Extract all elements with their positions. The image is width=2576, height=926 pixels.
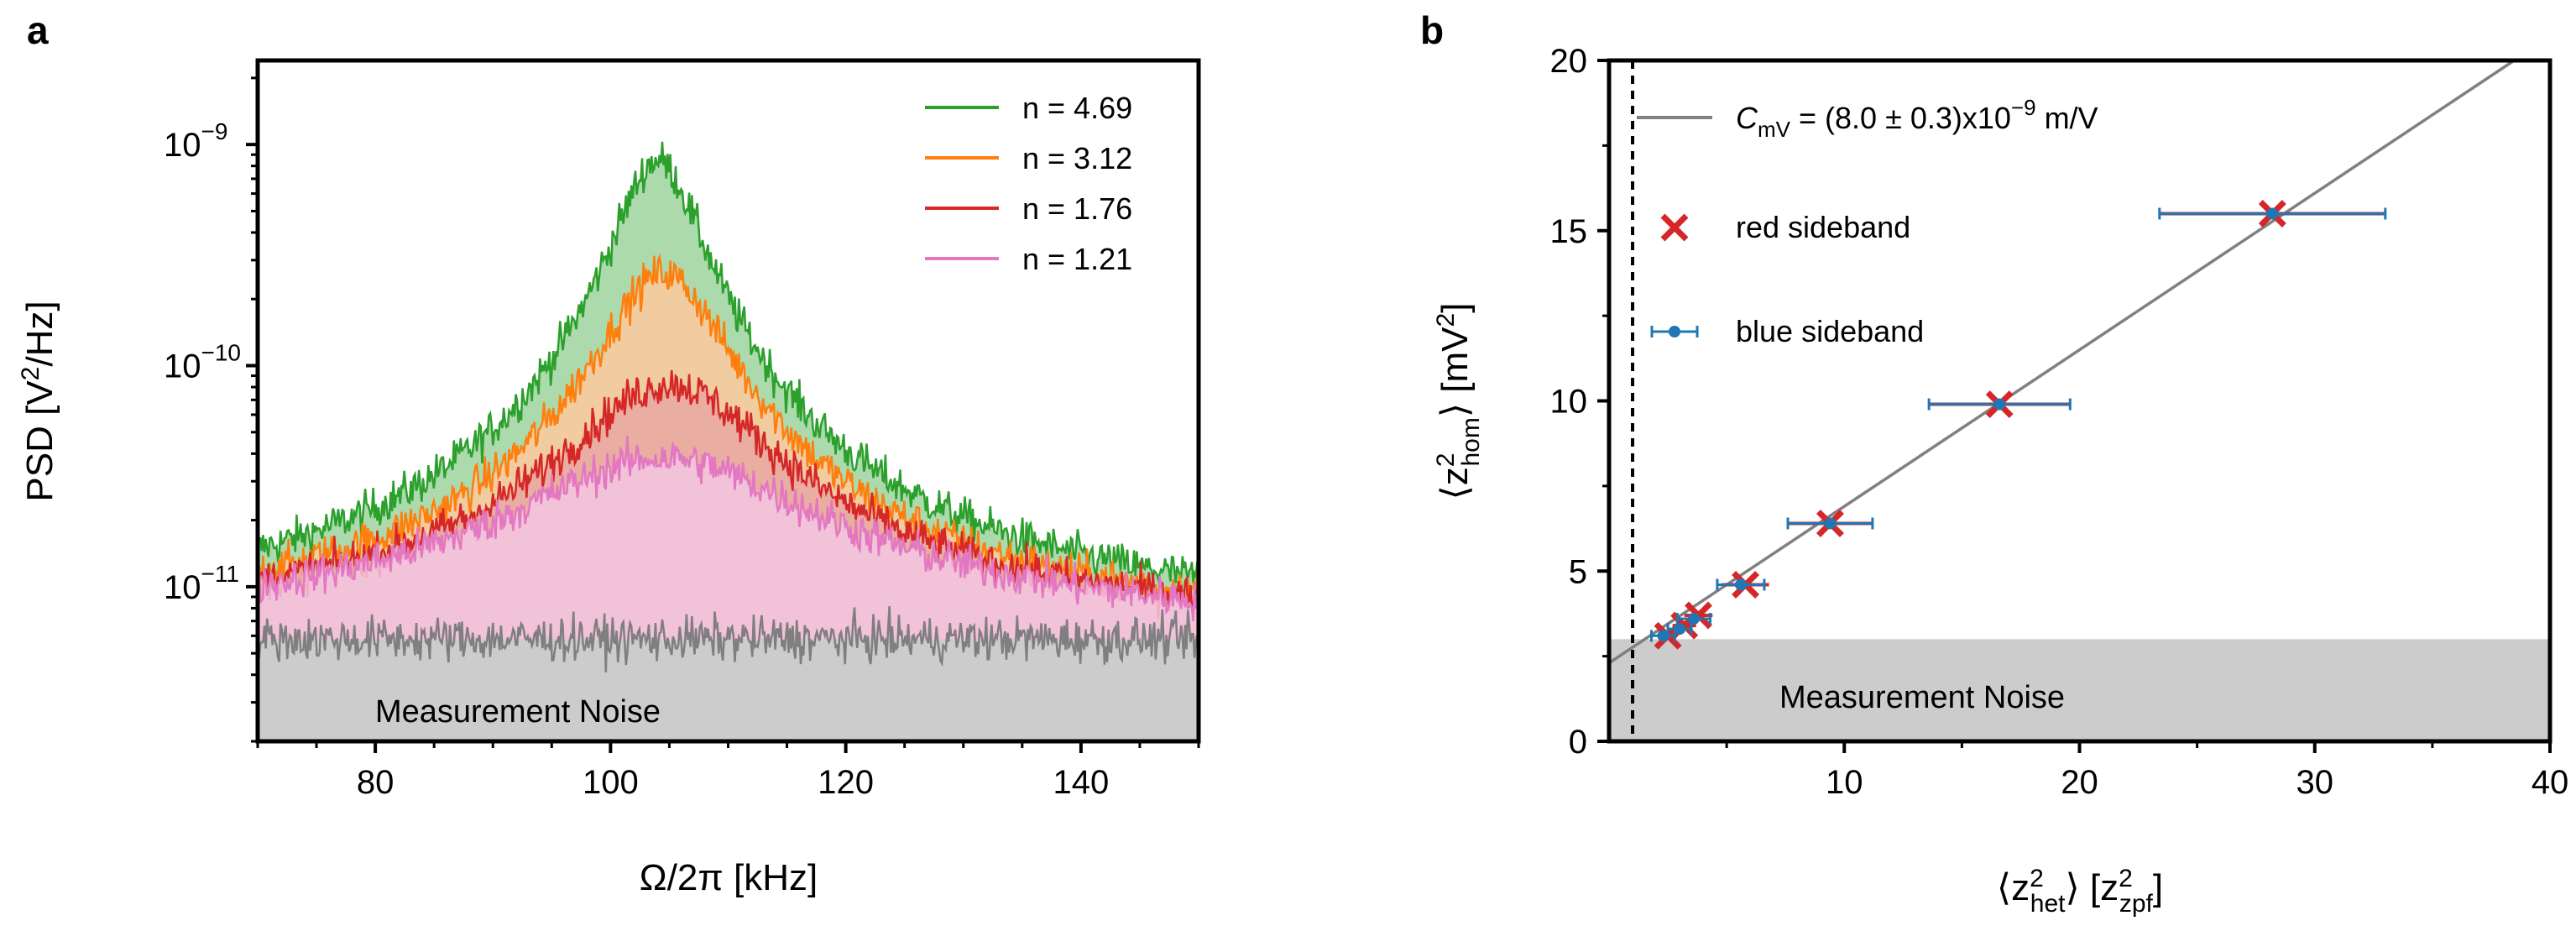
- legend-blue-sideband-label: blue sideband: [1736, 314, 1924, 348]
- panel-a-noise-label: Measurement Noise: [375, 694, 661, 730]
- x-tick-label: 100: [583, 764, 639, 801]
- psd-line-469: [256, 141, 1200, 584]
- y-tick-label: 10: [1550, 384, 1588, 421]
- panel-b-noise-label: Measurement Noise: [1779, 680, 2065, 715]
- panel-b-legend: CmV = (8.0 ± 0.3)x10−9 m/V red sideband …: [1637, 95, 2098, 348]
- panel-b-x-axis-label: ⟨z2 het⟩ [z2 zpf]: [1997, 865, 2163, 918]
- panel-a-y-axis-label: PSD [V2/Hz]: [17, 301, 60, 501]
- panel-b-label: b: [1420, 8, 1444, 52]
- blue-sideband-point: [2266, 207, 2279, 220]
- panel-a-x-ticks: 80 100 120 140: [256, 741, 1200, 801]
- y-tick-label: 0: [1569, 724, 1587, 761]
- y-tick-label: 10−9: [164, 118, 227, 164]
- noise-floor-trace: [256, 605, 1199, 672]
- legend-fit-label: CmV = (8.0 ± 0.3)x10−9 m/V: [1736, 95, 2098, 142]
- blue-sideband-point: [1993, 398, 2006, 411]
- x-tick-label: 30: [2296, 764, 2334, 801]
- y-tick-label: 20: [1550, 43, 1588, 80]
- y-tick-label: 10−11: [164, 561, 239, 606]
- blue-sideband-point: [1824, 517, 1837, 530]
- x-tick-label: 140: [1053, 764, 1110, 801]
- legend-label-312: n = 3.12: [1022, 141, 1132, 175]
- blue-sideband-point: [1734, 578, 1747, 591]
- blue-sideband-point: [1687, 613, 1700, 625]
- panel-b-x-ticks: 10 20 30 40: [1725, 741, 2569, 801]
- panel-a: a 80 100 120 140 10−9 10−10 10−11 Measurement…: [17, 8, 1201, 898]
- x-tick-label: 120: [818, 764, 874, 801]
- panel-a-y-ticks: 10−9 10−10 10−11: [164, 76, 258, 743]
- panel-a-x-axis-label: Ω/2π [kHz]: [640, 857, 818, 898]
- panel-b-y-ticks: 0 5 10 15 20: [1550, 43, 1609, 761]
- psd-line-121: [256, 435, 1200, 621]
- y-tick-label: 15: [1550, 213, 1588, 250]
- noise-floor-band: [258, 639, 1199, 741]
- x-tick-label: 20: [2061, 764, 2098, 801]
- legend-label-121: n = 1.21: [1022, 242, 1132, 276]
- panel-a-label: a: [27, 8, 49, 52]
- fit-line: [1608, 59, 2516, 665]
- x-tick-label: 80: [357, 764, 394, 801]
- legend-red-x-marker: [1660, 213, 1689, 242]
- blue-sideband-point: [1674, 623, 1686, 636]
- legend-label-176: n = 1.76: [1022, 191, 1132, 226]
- legend-red-sideband-label: red sideband: [1736, 210, 1910, 244]
- panel-a-legend: n = 4.69 n = 3.12 n = 1.76 n = 1.21: [925, 91, 1132, 276]
- panel-b-y-axis-label: ⟨z2hom⟩ [mV2]: [1432, 303, 1485, 500]
- measurement-noise-band: [1609, 639, 2550, 741]
- legend-blue-dot-marker: [1669, 326, 1680, 337]
- psd-line-312: [256, 253, 1200, 613]
- y-tick-label: 5: [1569, 553, 1587, 590]
- x-tick-label: 10: [1826, 764, 1863, 801]
- blue-sideband-point: [1657, 630, 1669, 642]
- x-tick-label: 40: [2532, 764, 2569, 801]
- y-tick-label: 10−10: [164, 340, 241, 385]
- panel-a-plot-area: [256, 141, 1200, 741]
- psd-fill-121: [258, 435, 1199, 640]
- panel-b: b 10 20 30 40 0 5 10 15 20 Measurement Noise ⟨z…: [1420, 8, 2568, 918]
- psd-line-176: [256, 369, 1200, 619]
- panel-b-plot-area: [1608, 59, 2550, 741]
- legend-label-469: n = 4.69: [1022, 91, 1132, 125]
